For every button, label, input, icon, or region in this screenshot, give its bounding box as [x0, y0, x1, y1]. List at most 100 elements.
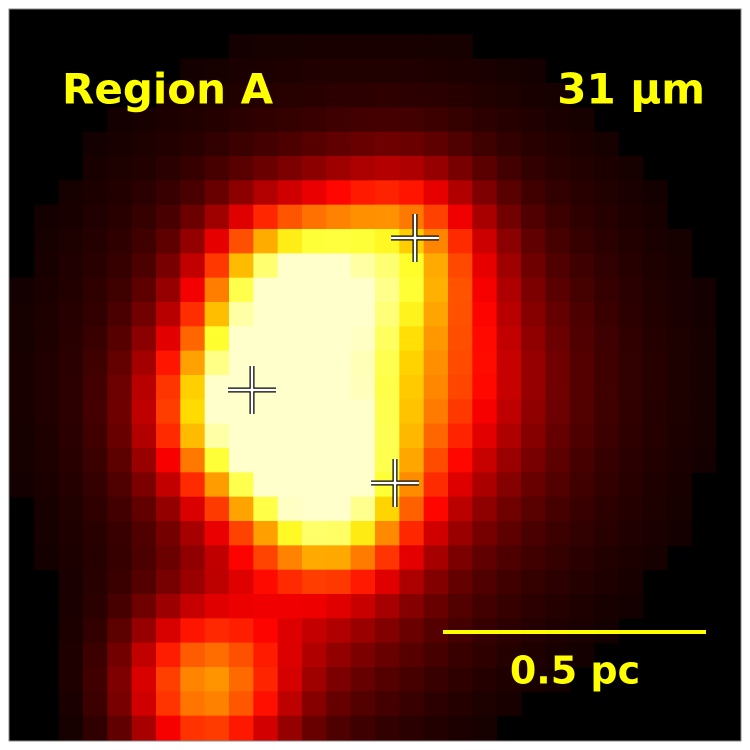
pixel: [156, 302, 181, 327]
pixel: [570, 302, 595, 327]
pixel: [448, 278, 473, 303]
pixel: [107, 521, 132, 546]
pixel: [59, 497, 84, 522]
pixel: [205, 497, 230, 522]
pixel: [545, 521, 570, 546]
pixel: [302, 34, 327, 59]
pixel: [180, 278, 205, 303]
pixel: [424, 691, 449, 716]
pixel: [278, 59, 303, 84]
pixel: [302, 716, 327, 741]
pixel: [278, 448, 303, 473]
pixel: [594, 180, 619, 205]
pixel: [594, 570, 619, 595]
pixel: [570, 424, 595, 449]
pixel: [107, 205, 132, 230]
pixel: [521, 472, 546, 497]
pixel: [205, 594, 230, 619]
pixel: [351, 302, 376, 327]
pixel: [156, 399, 181, 424]
pixel: [326, 643, 351, 668]
pixel: [545, 156, 570, 181]
pixel: [399, 132, 424, 157]
pixel: [472, 326, 497, 351]
pixel: [156, 326, 181, 351]
pixel: [253, 326, 278, 351]
pixel: [472, 691, 497, 716]
pixel: [472, 448, 497, 473]
pixel: [545, 570, 570, 595]
pixel: [351, 107, 376, 132]
pixel: [618, 472, 643, 497]
pixel: [351, 521, 376, 546]
pixel: [424, 205, 449, 230]
pixel: [10, 326, 35, 351]
pixel: [83, 302, 108, 327]
pixel: [375, 399, 400, 424]
pixel: [205, 472, 230, 497]
pixel: [253, 497, 278, 522]
pixel: [497, 570, 522, 595]
pixel: [132, 229, 157, 254]
pixel: [107, 716, 132, 741]
pixel: [618, 521, 643, 546]
pixel: [156, 545, 181, 570]
pixel: [424, 326, 449, 351]
pixel: [59, 351, 84, 376]
pixel: [278, 156, 303, 181]
pixel: [156, 691, 181, 716]
pixel: [618, 545, 643, 570]
pixel: [59, 691, 84, 716]
pixel: [83, 424, 108, 449]
pixel: [229, 229, 254, 254]
pixel: [156, 716, 181, 741]
pixel: [643, 497, 668, 522]
pixel: [302, 156, 327, 181]
pixel: [253, 643, 278, 668]
pixel: [156, 472, 181, 497]
pixel: [253, 34, 278, 59]
pixel: [570, 253, 595, 278]
pixel: [448, 107, 473, 132]
pixel: [497, 521, 522, 546]
pixel: [326, 448, 351, 473]
pixel: [180, 326, 205, 351]
pixel: [278, 594, 303, 619]
pixel: [180, 545, 205, 570]
pixel: [253, 132, 278, 157]
pixel: [34, 302, 59, 327]
pixel: [448, 545, 473, 570]
pixel: [643, 302, 668, 327]
pixel: [399, 34, 424, 59]
pixel: [302, 472, 327, 497]
pixel: [326, 424, 351, 449]
pixel: [180, 205, 205, 230]
pixel: [278, 375, 303, 400]
pixel: [375, 521, 400, 546]
pixel: [399, 326, 424, 351]
pixel: [375, 180, 400, 205]
pixel: [229, 716, 254, 741]
pixel: [351, 375, 376, 400]
pixel: [302, 132, 327, 157]
pixel: [10, 399, 35, 424]
pixel: [545, 326, 570, 351]
pixel: [205, 156, 230, 181]
pixel: [399, 375, 424, 400]
pixel: [59, 278, 84, 303]
pixel: [375, 424, 400, 449]
pixel: [180, 375, 205, 400]
pixel: [424, 107, 449, 132]
pixel: [253, 375, 278, 400]
pixel: [278, 472, 303, 497]
pixel: [180, 156, 205, 181]
pixel: [205, 424, 230, 449]
pixel: [521, 59, 546, 84]
pixel: [497, 205, 522, 230]
pixel: [59, 229, 84, 254]
pixel: [667, 326, 692, 351]
pixel: [375, 205, 400, 230]
pixel: [643, 278, 668, 303]
pixel: [375, 545, 400, 570]
pixel: [278, 107, 303, 132]
